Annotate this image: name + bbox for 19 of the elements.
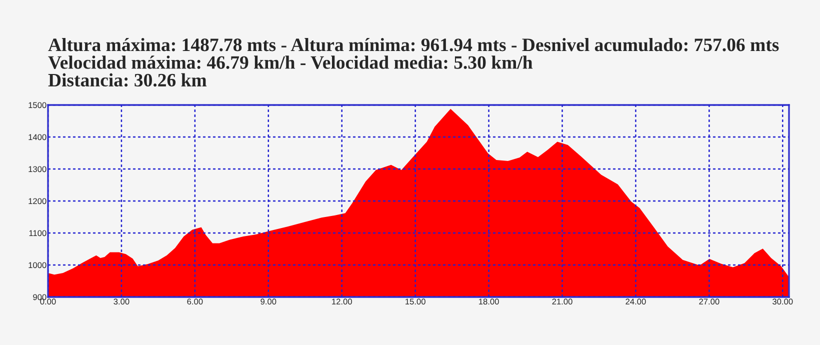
x-tick-label: 0.00 [40, 298, 56, 305]
x-tick-label: 15.00 [406, 298, 426, 305]
y-tick-label: 1300 [28, 166, 46, 172]
x-tick-label: 6.00 [187, 298, 203, 305]
x-tick-label: 24.00 [626, 298, 646, 305]
x-tick-label: 12.00 [332, 298, 352, 305]
y-tick-label: 1000 [28, 262, 46, 268]
y-tick-label: 1200 [28, 198, 46, 204]
x-tick-label: 18.00 [478, 298, 499, 305]
y-tick-label: 1100 [29, 230, 46, 236]
x-tick-label: 30.00 [772, 298, 793, 305]
x-tick-label: 21.00 [552, 298, 572, 305]
x-tick-label: 27.00 [699, 298, 720, 305]
y-tick-label: 1400 [28, 134, 46, 140]
y-tick-label: 900 [33, 294, 46, 300]
x-tick-label: 9.00 [260, 298, 276, 305]
y-tick-label: 1500 [28, 102, 46, 108]
chart-title: Altura máxima: 1487.78 mts - Altura mínima: 961.94 mts - Desnivel acumulado: 757.06 mts Velocidad máxima: 46.79 km/h - Velocidad media: 5.30 km/h Distancia: 30.26 km [48, 38, 779, 87]
x-tick-label: 3.00 [114, 298, 130, 305]
